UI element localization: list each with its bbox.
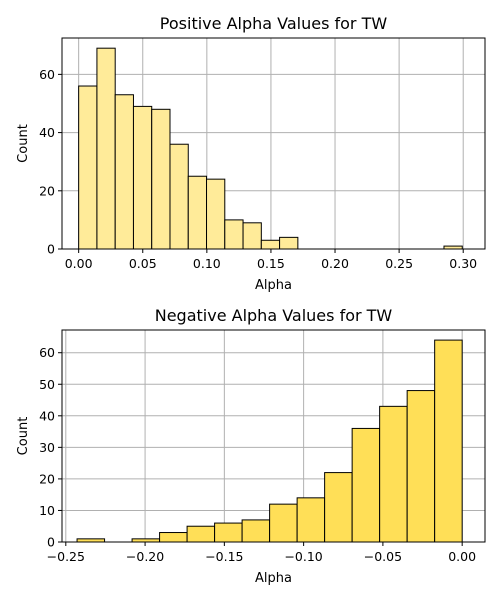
- gridlines: [62, 38, 485, 250]
- y-tick-label: 30: [39, 440, 55, 455]
- histogram-bar: [296, 497, 326, 543]
- histogram-bar: [406, 390, 436, 543]
- histogram-bar: [324, 472, 353, 543]
- x-tick-label: −0.15: [205, 549, 243, 564]
- y-tick-label: 60: [39, 67, 55, 82]
- axis-ticks: −0.25 −0.20 −0.15 −0.10 −0.05 0.00 0 10 20 30 40 50…: [39, 345, 476, 564]
- axis-ticks: 0.00 0.05 0.10 0.15 0.20 0.25 0.30 0 20 40 60: [39, 67, 477, 271]
- y-tick-label: 50: [39, 377, 55, 392]
- y-tick-label: 40: [39, 408, 55, 423]
- histogram-bar: [242, 222, 262, 250]
- histogram-bar: [269, 503, 298, 543]
- y-tick-label: 20: [39, 183, 55, 198]
- histogram-bar: [214, 522, 243, 543]
- plot-frame: [61, 37, 486, 250]
- x-axis-label: Alpha: [255, 278, 292, 293]
- x-tick-label: −0.25: [47, 549, 85, 564]
- y-axis-label: Count: [16, 124, 31, 163]
- histogram-bar: [187, 175, 208, 250]
- x-tick-label: −0.10: [284, 549, 322, 564]
- chart-title: Negative Alpha Values for TW: [155, 306, 393, 325]
- histogram-bar: [159, 532, 188, 543]
- y-axis-label: Count: [16, 417, 31, 456]
- plot-frame: [61, 329, 486, 543]
- histogram-bar: [434, 339, 463, 543]
- histogram-bar: [96, 47, 116, 250]
- x-tick-label: 0.25: [385, 256, 413, 271]
- x-tick-label: 0.30: [449, 256, 477, 271]
- histogram-bar: [206, 178, 226, 250]
- y-tick-label: 60: [39, 345, 55, 360]
- histogram-bar: [132, 105, 153, 250]
- x-tick-label: 0.00: [448, 549, 476, 564]
- histogram-bar: [186, 525, 216, 543]
- x-tick-label: −0.20: [126, 549, 164, 564]
- histogram-bar: [169, 143, 189, 250]
- chart-title: Positive Alpha Values for TW: [160, 14, 388, 33]
- histogram-bar: [114, 94, 134, 250]
- histogram-bar: [78, 85, 98, 250]
- y-tick-label: 20: [39, 471, 55, 486]
- histogram-bar: [279, 236, 299, 250]
- histogram-bar: [241, 519, 271, 543]
- y-tick-label: 40: [39, 125, 55, 140]
- x-tick-label: 0.15: [257, 256, 285, 271]
- x-tick-label: 0.20: [321, 256, 349, 271]
- negative-alpha-histogram: Negative Alpha Values for TW Alpha Count…: [16, 306, 486, 586]
- y-tick-label: 0: [47, 535, 55, 550]
- histogram-bar: [224, 219, 244, 250]
- histogram-bars: [76, 339, 463, 543]
- x-tick-label: 0.05: [129, 256, 157, 271]
- x-tick-label: −0.05: [364, 549, 402, 564]
- x-tick-label: 0.10: [193, 256, 221, 271]
- positive-alpha-histogram: Positive Alpha Values for TW Alpha Count…: [16, 14, 486, 293]
- y-tick-label: 0: [47, 242, 55, 257]
- histogram-bar: [151, 108, 171, 250]
- histogram-bar: [260, 239, 281, 250]
- y-tick-label: 10: [39, 503, 55, 518]
- histogram-bar: [379, 405, 408, 543]
- histogram-bar: [351, 427, 381, 543]
- x-tick-label: 0.00: [65, 256, 93, 271]
- x-axis-label: Alpha: [255, 571, 292, 586]
